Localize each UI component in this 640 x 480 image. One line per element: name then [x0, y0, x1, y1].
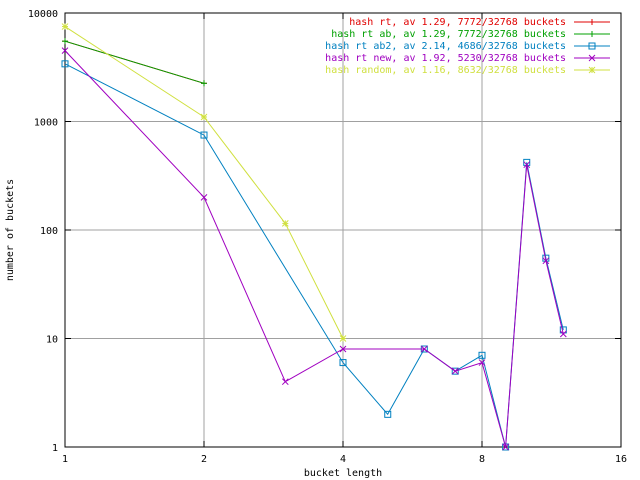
- legend-entry: hash random, av 1.16, 8632/32768 buckets: [325, 65, 610, 76]
- data-point: [281, 220, 289, 227]
- y-tick-label: 10000: [28, 9, 58, 20]
- data-point: [200, 131, 208, 139]
- series: [61, 23, 347, 342]
- data-point: [281, 378, 289, 386]
- data-point: [384, 410, 392, 418]
- data-point: [451, 367, 459, 375]
- x-tick-labels: 1 2 4 8 16: [62, 454, 627, 465]
- legend-label: hash rt ab2, av 2.14, 4686/32768 buckets: [325, 41, 566, 52]
- legend: hash rt, av 1.29, 7772/32768 bucketshash…: [325, 17, 610, 76]
- series: [61, 60, 567, 451]
- data-point: [201, 80, 207, 87]
- data-point: [62, 38, 68, 45]
- data-point: [339, 345, 347, 353]
- data-point: [420, 345, 428, 353]
- legend-label: hash rt, av 1.29, 7772/32768 buckets: [349, 17, 566, 28]
- y-tick-label: 1: [52, 443, 58, 454]
- legend-label: hash rt new, av 1.92, 5230/32768 buckets: [325, 53, 566, 64]
- data-point: [200, 193, 208, 201]
- x-tick-label: 2: [201, 454, 207, 465]
- y-axis-label: number of buckets: [5, 179, 16, 281]
- data-point: [588, 66, 596, 74]
- data-point: [542, 257, 550, 265]
- data-point: [200, 113, 208, 121]
- legend-label: hash random, av 1.16, 8632/32768 buckets: [325, 65, 566, 76]
- data-point: [559, 330, 567, 338]
- x-axis-label: bucket length: [304, 468, 382, 479]
- data-point: [589, 19, 595, 25]
- series-line: [64, 50, 564, 448]
- y-tick-label: 1000: [34, 118, 58, 129]
- x-tick-label: 4: [340, 454, 346, 465]
- series: [62, 38, 207, 87]
- legend-entry: hash rt, av 1.29, 7772/32768 buckets: [349, 17, 610, 28]
- grid-lines: [65, 13, 621, 447]
- y-tick-labels: 1 10 100 1000 10000: [28, 9, 58, 454]
- x-tick-label: 16: [615, 454, 627, 465]
- x-tick-label: 8: [479, 454, 485, 465]
- data-point: [502, 443, 509, 451]
- x-tick-label: 1: [62, 454, 68, 465]
- data-point: [523, 161, 531, 169]
- data-point: [61, 47, 69, 54]
- data-point: [478, 359, 486, 366]
- data-point: [589, 31, 595, 37]
- series-line: [64, 40, 205, 84]
- data-point: [451, 367, 459, 375]
- data-point: [588, 42, 596, 50]
- y-tick-label: 10: [46, 335, 58, 346]
- data-point: [339, 335, 347, 342]
- y-tick-label: 100: [40, 226, 58, 237]
- series-line: [64, 26, 344, 339]
- legend-label: hash rt ab, av 1.29, 7772/32768 buckets: [331, 29, 566, 40]
- legend-entry: hash rt new, av 1.92, 5230/32768 buckets: [325, 53, 610, 64]
- data-point: [339, 359, 347, 367]
- series-group: [61, 23, 567, 451]
- series: [61, 47, 567, 451]
- data-point: [61, 60, 69, 68]
- data-point: [588, 54, 596, 62]
- data-point: [478, 351, 486, 359]
- axis-ticks: [64, 12, 622, 448]
- legend-entry: hash rt ab, av 1.29, 7772/32768 buckets: [331, 29, 610, 40]
- data-point: [61, 23, 69, 30]
- legend-entry: hash rt ab2, av 2.14, 4686/32768 buckets: [325, 41, 610, 52]
